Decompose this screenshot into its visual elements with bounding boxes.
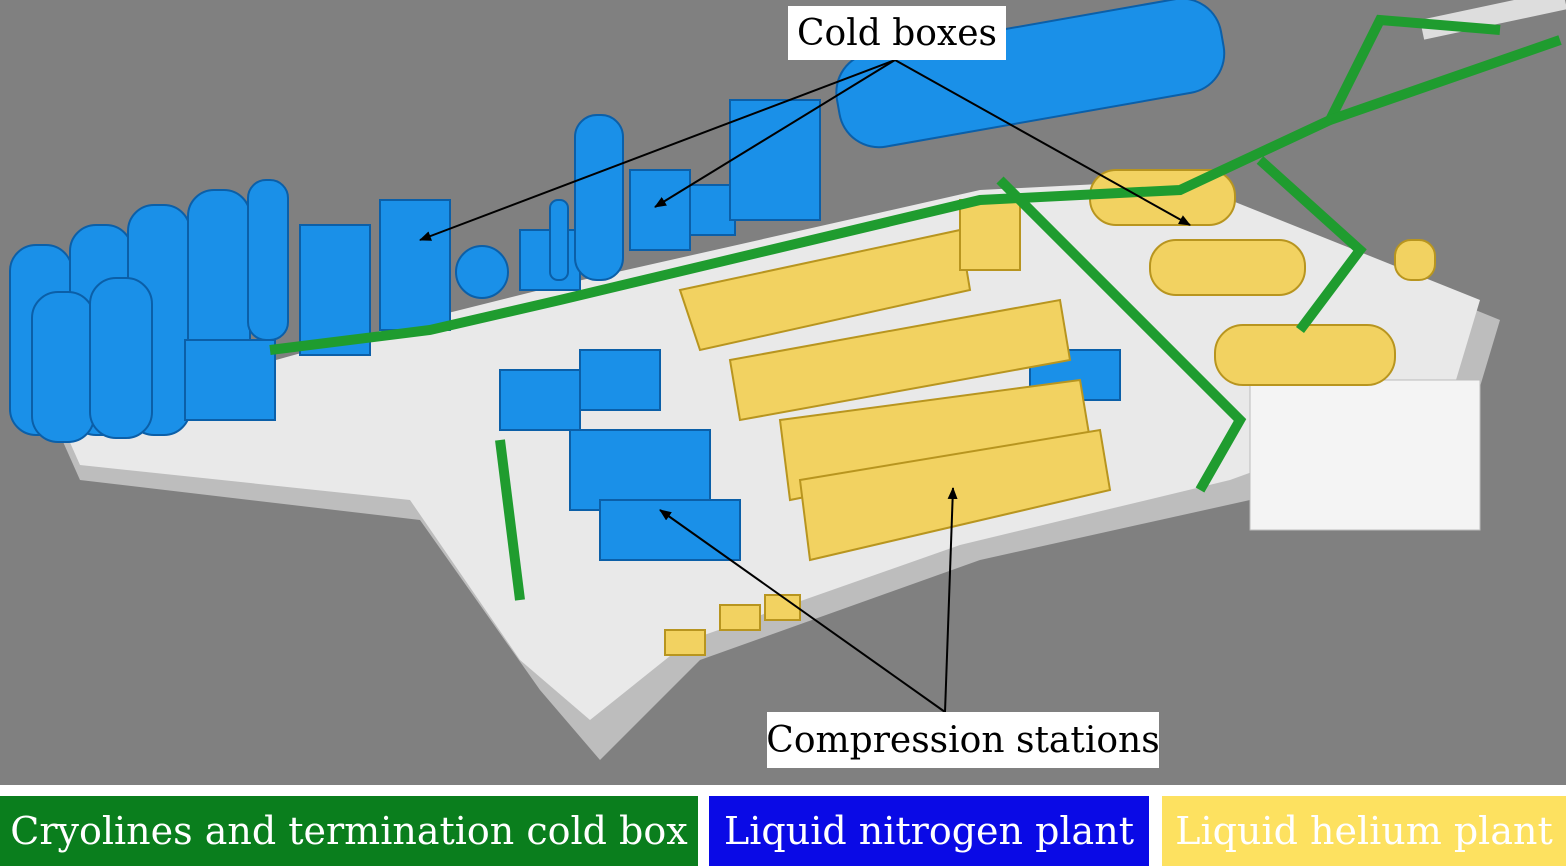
- cryolines: [269, 14, 1562, 601]
- compression-stations-label: Compression stations: [766, 712, 1160, 768]
- liquid-nitrogen-plant: [9, 0, 1226, 561]
- callout-arrows: [419, 59, 1191, 713]
- legend-liquid-helium: Liquid helium plant: [1162, 796, 1566, 866]
- cold-boxes-label: Cold boxes: [788, 6, 1006, 60]
- plant-3d-model: [0, 0, 1566, 785]
- legend-cryolines: Cryolines and termination cold box: [0, 796, 698, 866]
- liquid-helium-plant: [664, 169, 1436, 656]
- legend-liquid-nitrogen: Liquid nitrogen plant: [709, 796, 1149, 866]
